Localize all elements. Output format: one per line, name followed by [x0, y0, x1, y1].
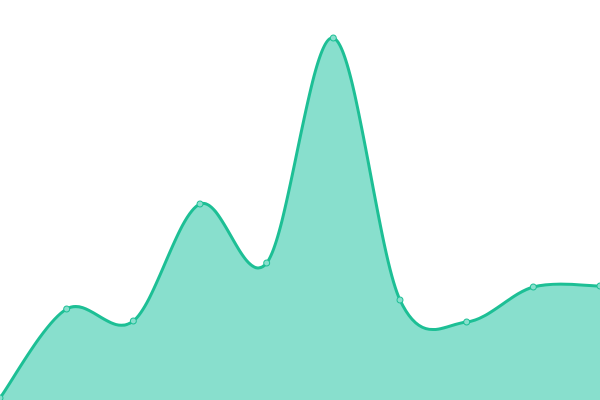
- area-fill: [0, 37, 600, 400]
- data-point-5: [329, 34, 337, 42]
- data-point-3: [196, 200, 204, 208]
- data-point-0: [0, 394, 4, 400]
- data-markers: [0, 34, 600, 400]
- data-point-7: [463, 318, 471, 326]
- data-point-6: [396, 296, 404, 304]
- data-point-9: [596, 282, 600, 290]
- data-point-4: [263, 259, 271, 267]
- data-point-1: [63, 305, 71, 313]
- data-point-2: [129, 317, 137, 325]
- data-point-8: [529, 283, 537, 291]
